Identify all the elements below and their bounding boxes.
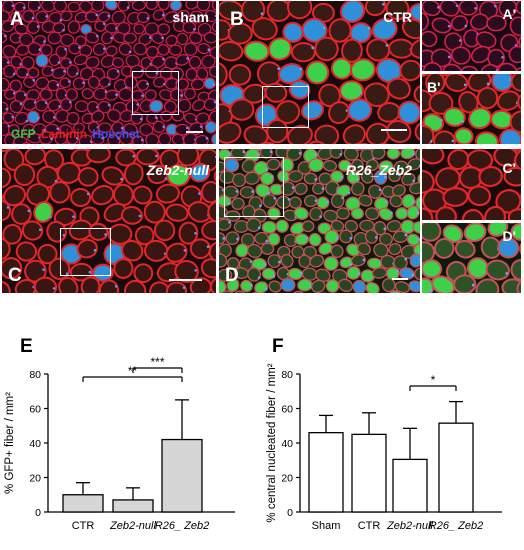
chart-e-category-label: CTR: [72, 520, 95, 532]
chart-f-ytick-label: 40: [281, 438, 293, 450]
chart-f-ytick-label: 20: [281, 473, 293, 485]
panel-b-tag: CTR: [383, 9, 412, 25]
panel-a-letter: A: [10, 9, 24, 30]
panel-d-micrograph: R26_Zeb2 D: [219, 149, 420, 293]
panel-d-inset-box: [224, 157, 284, 217]
chart-e-sig-label: ***: [150, 355, 164, 369]
chart-e-ytick-label: 80: [29, 369, 41, 381]
chart-f-category-label: Zeb2-null: [386, 520, 433, 532]
chart-f: 0 20 40 60 80% central nucleated fiber / mm²…: [266, 363, 502, 532]
chart-f-ytick-label: 80: [281, 369, 293, 381]
panel-b-prime-letter: B': [427, 79, 441, 95]
panel-c-letter: C: [8, 265, 22, 286]
chart-e-ytick-label: 60: [29, 404, 41, 416]
chart-e-bar: [112, 499, 154, 513]
chart-f-category-label: Sham: [312, 520, 341, 532]
panel-b-scale-bar: [381, 129, 407, 131]
panel-c-inset-box: [60, 228, 111, 276]
chart-f-sig-label: *: [431, 373, 436, 387]
chart-f-ytick-label: 0: [287, 507, 293, 519]
chart-f-bar: [308, 432, 344, 513]
panel-c-micrograph: Zeb2-null C: [2, 149, 216, 293]
chart-e-ytick-label: 0: [35, 507, 41, 519]
stain-hoechst: Hoechst: [92, 127, 140, 141]
panel-c-prime-letter: C': [502, 160, 516, 176]
panel-c-scale-bar: [169, 279, 202, 281]
panel-a-prime-micrograph: A': [422, 1, 521, 71]
panel-b-micrograph: B CTR: [219, 1, 420, 144]
chart-f-category-label: R26_ Zeb2: [429, 520, 483, 532]
panel-c-tissue: [2, 149, 216, 293]
panel-b-prime-micrograph: B': [422, 74, 521, 144]
chart-e-ytick-label: 40: [29, 438, 41, 450]
panel-d-prime-micrograph: D': [422, 223, 521, 293]
panel-b-inset-box: [262, 86, 309, 128]
chart-f-bar: [351, 433, 387, 513]
chart-e-letter: E: [20, 336, 33, 357]
panel-b-tissue: [219, 1, 420, 144]
chart-e-y-axis-label: % GFP+ fiber / mm²: [4, 392, 16, 494]
panel-d-tag: R26_Zeb2: [345, 162, 412, 178]
panel-d-letter: D: [225, 265, 239, 286]
panel-a-prime-tissue: [422, 1, 521, 71]
chart-f-bar: [392, 458, 428, 513]
chart-e-bar: [62, 494, 104, 513]
stain-laminin: Laminin: [41, 127, 88, 141]
chart-e-bar: [161, 438, 203, 513]
panel-d-prime-tissue: [422, 223, 521, 293]
chart-f-ytick-label: 60: [281, 404, 293, 416]
chart-f-bar: [438, 422, 474, 513]
panel-c-tag: Zeb2-null: [146, 162, 209, 178]
panel-b-letter: B: [230, 9, 244, 30]
chart-e-category-label: Zeb2-null: [109, 520, 156, 532]
panel-d-tissue: [219, 149, 420, 293]
panel-a-inset-box: [132, 71, 179, 115]
panel-c-prime-tissue: [422, 149, 521, 220]
panel-a-micrograph: A sham GFP Laminin Hoechst: [2, 1, 216, 144]
panel-d-scale-bar: [392, 278, 408, 280]
chart-f-category-label: CTR: [358, 520, 381, 532]
panel-b-prime-tissue: [422, 74, 521, 144]
panel-a-tag: sham: [172, 9, 209, 25]
chart-e-ytick-label: 20: [29, 473, 41, 485]
panel-a-scale-bar: [186, 131, 203, 133]
panel-a-tissue: [2, 1, 216, 144]
chart-e-category-label: R26_ Zeb2: [155, 520, 209, 532]
panel-c-prime-micrograph: C': [422, 149, 521, 220]
chart-f-letter: F: [272, 336, 284, 357]
stain-gfp: GFP: [11, 127, 36, 141]
chart-f-y-axis-label: % central nucleated fiber / mm²: [266, 363, 278, 522]
stain-legend: GFP Laminin Hoechst: [11, 127, 142, 141]
chart-e: 0 20 40 60 80 % GFP+ fiber / mm² CTR Zeb2-nullR…: [4, 355, 235, 532]
panel-d-prime-letter: D': [502, 228, 516, 244]
panel-a-prime-letter: A': [502, 6, 516, 22]
